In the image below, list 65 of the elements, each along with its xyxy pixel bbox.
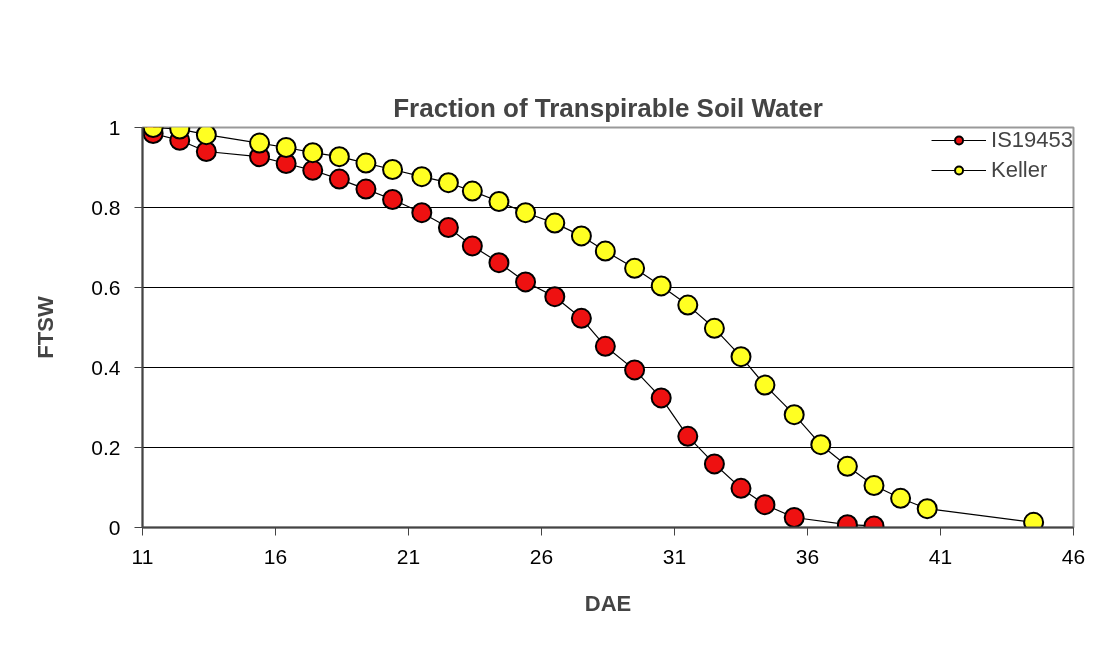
point xyxy=(195,127,217,146)
point xyxy=(754,374,776,396)
point xyxy=(411,166,433,188)
point xyxy=(570,307,592,329)
point xyxy=(594,240,616,262)
y-tick-label: 1 xyxy=(108,115,121,139)
point xyxy=(302,159,324,181)
point xyxy=(515,202,537,224)
point xyxy=(783,404,805,426)
point xyxy=(863,475,885,496)
x-tick-label: 26 xyxy=(529,544,554,568)
point xyxy=(382,159,404,180)
y-axis-title: FTSW xyxy=(33,296,59,359)
point xyxy=(624,257,646,279)
point xyxy=(594,335,616,357)
chart-title: Fraction of Transpirable Soil Water xyxy=(393,92,823,123)
y-tick-label: 0.2 xyxy=(91,435,121,459)
point xyxy=(249,132,271,154)
point xyxy=(544,286,566,308)
y-tick-label: 0.4 xyxy=(91,355,121,379)
point xyxy=(677,425,699,447)
point xyxy=(461,180,483,202)
point xyxy=(411,202,433,224)
y-tick-label: 0.8 xyxy=(91,195,121,219)
point xyxy=(275,137,297,158)
x-tick-label: 31 xyxy=(662,544,687,568)
point xyxy=(890,487,912,509)
y-tick-label: 0 xyxy=(108,515,121,539)
point xyxy=(328,168,350,190)
point xyxy=(916,498,938,520)
point xyxy=(650,387,672,409)
y-tick-label: 0.6 xyxy=(91,275,121,299)
point xyxy=(461,235,483,257)
point xyxy=(382,189,404,210)
point xyxy=(437,217,459,238)
point xyxy=(328,146,350,168)
x-tick-label: 36 xyxy=(795,544,820,568)
point xyxy=(836,455,858,477)
point xyxy=(570,225,592,247)
point xyxy=(515,271,537,293)
point xyxy=(488,252,510,274)
point xyxy=(730,477,752,499)
x-tick-label: 16 xyxy=(263,544,288,568)
x-tick-label: 11 xyxy=(131,544,154,568)
point xyxy=(624,359,646,381)
x-tick-label: 46 xyxy=(1061,544,1086,568)
point xyxy=(703,317,725,339)
point xyxy=(544,212,566,234)
point xyxy=(488,191,510,212)
x-axis-title: DAE xyxy=(584,590,632,616)
point xyxy=(437,172,459,194)
point xyxy=(302,142,324,164)
x-tick-label: 41 xyxy=(928,544,953,568)
point xyxy=(355,178,377,200)
legend-label: IS19453 xyxy=(991,127,1073,153)
point xyxy=(355,152,377,174)
point xyxy=(810,434,832,456)
point xyxy=(754,494,776,516)
legend-label: Keller xyxy=(991,157,1048,183)
x-tick-label: 21 xyxy=(396,544,421,568)
point xyxy=(703,453,725,475)
point xyxy=(650,275,672,297)
point xyxy=(730,346,752,368)
point xyxy=(677,294,699,316)
point xyxy=(783,507,805,528)
